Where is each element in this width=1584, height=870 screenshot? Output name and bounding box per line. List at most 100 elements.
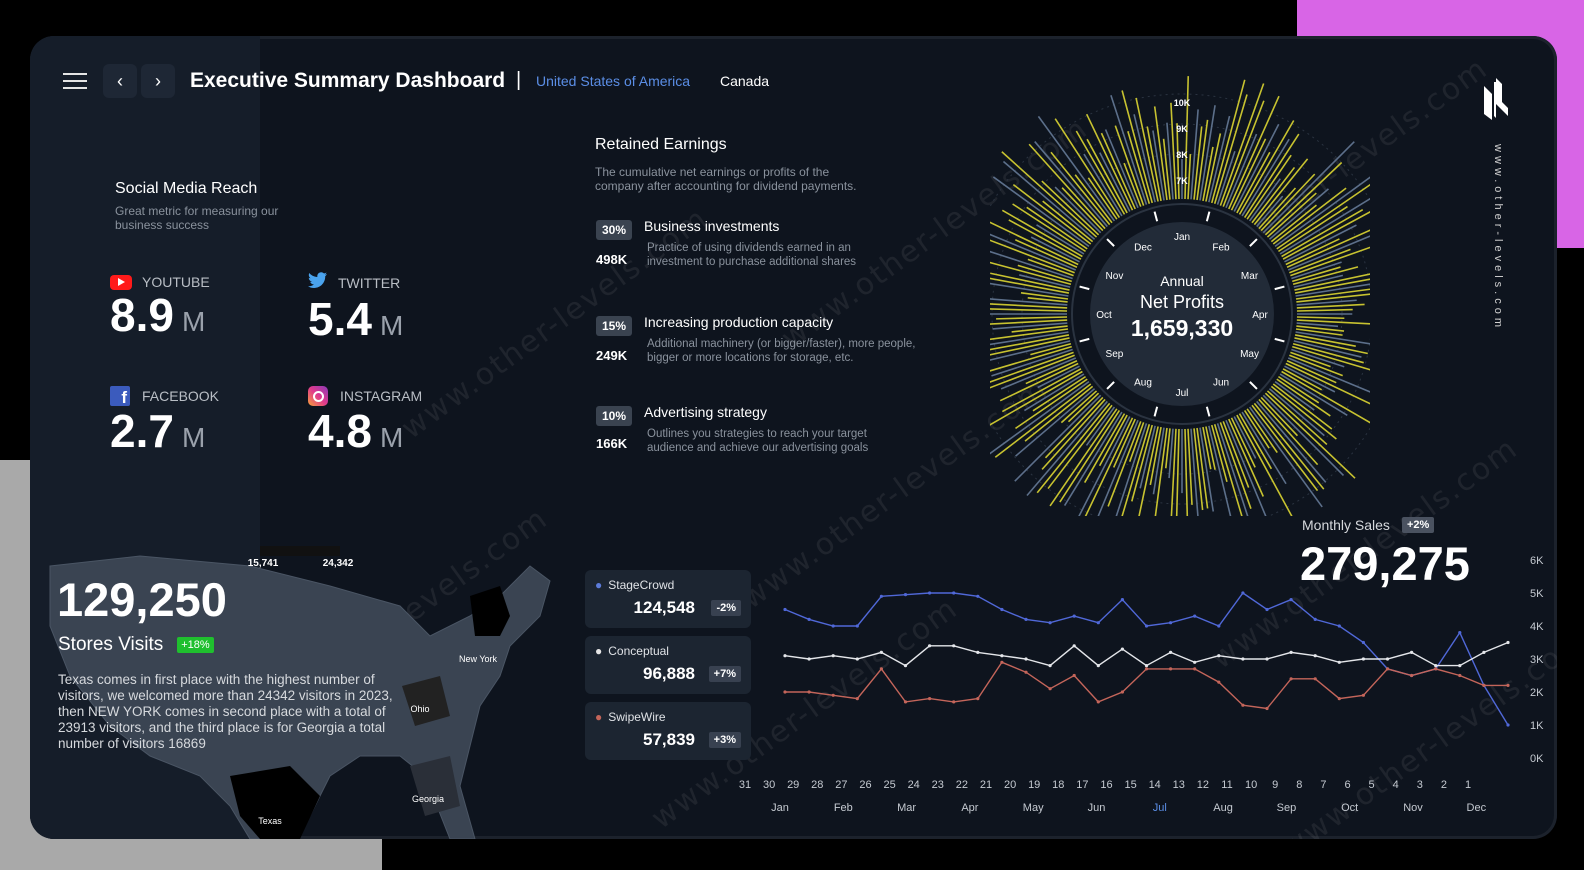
radial-bar: [1041, 398, 1106, 470]
radial-bar: [1099, 152, 1131, 212]
tab-canada[interactable]: Canada: [720, 73, 770, 89]
x-tick-label: 19: [1028, 779, 1040, 791]
map-legend-max: 24,342: [323, 558, 354, 569]
radial-bar: [1086, 138, 1128, 214]
series-point: [1048, 687, 1052, 691]
radial-bar: [1276, 378, 1331, 417]
brand-card-stagecrowd[interactable]: ● StageCrowd 124,548 -2%: [585, 570, 751, 628]
radial-bar: [1014, 239, 1078, 268]
radial-bar: [1184, 428, 1189, 516]
month-label: Sep: [1277, 802, 1297, 814]
series-point: [976, 594, 980, 598]
radial-bar: [1190, 109, 1199, 200]
radial-bar: [1097, 419, 1139, 516]
chevron-left-icon[interactable]: ‹: [103, 64, 137, 98]
radial-bar: [1146, 126, 1162, 202]
series-point: [1144, 667, 1149, 671]
radial-bar: [1199, 105, 1216, 201]
radial-month-label: Sep: [1106, 349, 1124, 360]
radial-bar: [1276, 183, 1370, 250]
radial-bar: [1236, 151, 1271, 214]
youtube-value: 8.9: [110, 289, 174, 341]
radial-bar: [1047, 404, 1113, 490]
brand-card-swipewire[interactable]: ● SwipeWire 57,839 +3%: [585, 702, 751, 760]
x-tick-label: 29: [787, 779, 799, 791]
radial-bar: [1114, 125, 1145, 206]
radial-bar: [1012, 183, 1092, 245]
series-point: [855, 697, 859, 701]
series-point: [1361, 640, 1365, 645]
series-point: [1169, 650, 1173, 654]
radial-bar: [1121, 424, 1151, 516]
radial-month-tick: [1249, 238, 1258, 247]
monthly-sales-badge: +2%: [1401, 517, 1435, 533]
instagram-icon: [308, 386, 328, 406]
radial-month-label: Mar: [1241, 271, 1259, 282]
stores-badge: +18%: [177, 637, 214, 653]
series-point: [1169, 667, 1173, 671]
tab-usa[interactable]: United States of America: [536, 73, 691, 89]
month-label: Oct: [1341, 802, 1358, 814]
card-name: SwipeWire: [608, 710, 666, 724]
radial-bar: [1078, 416, 1131, 516]
series-point: [1361, 657, 1365, 661]
series-point: [1265, 706, 1269, 711]
radial-bar: [1020, 292, 1069, 300]
retained-item-desc: Practice of using dividends earned in an…: [647, 242, 857, 268]
card-value: 96,888: [643, 664, 695, 683]
retained-item-title: Business investments: [644, 218, 780, 234]
x-tick-label: 10: [1245, 779, 1257, 791]
x-tick-label: 3: [1417, 779, 1423, 791]
radial-bar: [1139, 425, 1156, 489]
radial-bar: [1187, 428, 1193, 505]
radial-bar: [1015, 388, 1096, 457]
radial-bar: [1042, 200, 1094, 243]
series-point: [903, 664, 908, 668]
radial-bar: [1258, 187, 1297, 230]
series-point: [1217, 654, 1221, 658]
radial-bar: [1205, 133, 1222, 202]
radial-bar: [1127, 130, 1151, 204]
radial-bar: [1034, 141, 1108, 228]
social-twitter: TWITTER 5.4 M: [308, 272, 403, 346]
brand-card-conceptual[interactable]: ● Conceptual 96,888 +7%: [585, 636, 751, 694]
radial-bar: [1274, 380, 1315, 411]
radial-bar: [1135, 97, 1159, 202]
radial-bar: [1294, 278, 1370, 294]
series-point: [1120, 690, 1124, 694]
series-point: [831, 693, 835, 697]
radial-bar: [1213, 424, 1243, 516]
radial-month-label: Nov: [1106, 271, 1124, 282]
radial-bar: [1168, 428, 1174, 479]
series-point: [831, 654, 835, 658]
radial-bar: [1154, 427, 1168, 516]
radial-bar: [990, 233, 1077, 271]
radial-bar: [990, 354, 1075, 389]
series-point: [1193, 660, 1197, 664]
radial-bar: [1272, 187, 1347, 245]
month-label: Nov: [1403, 802, 1423, 814]
series-point: [976, 697, 980, 701]
radial-bar: [1295, 331, 1370, 345]
radial-bar: [1296, 319, 1370, 325]
radial-bar: [1248, 406, 1323, 508]
radial-bar: [1256, 195, 1284, 228]
radial-bar: [1083, 413, 1126, 483]
amount: 166K: [596, 436, 628, 451]
chevron-right-icon[interactable]: ›: [141, 64, 175, 98]
x-tick-label: 2: [1441, 779, 1447, 791]
series-point: [1410, 650, 1414, 654]
radial-bar: [992, 176, 1090, 248]
radial-bar: [1210, 79, 1246, 204]
radial-bar: [1027, 258, 1074, 277]
card-change: +3%: [708, 732, 741, 748]
radial-bar: [1028, 143, 1106, 230]
series-point: [1482, 683, 1486, 687]
radial-bar: [1279, 197, 1370, 255]
radial-bar: [1059, 410, 1121, 503]
side-url: www.other-levels.com: [1492, 144, 1504, 331]
hamburger-menu-icon[interactable]: [63, 73, 87, 89]
radial-bar: [1084, 417, 1134, 516]
radial-bar: [1287, 357, 1370, 393]
map-legend-bar: [260, 546, 340, 556]
